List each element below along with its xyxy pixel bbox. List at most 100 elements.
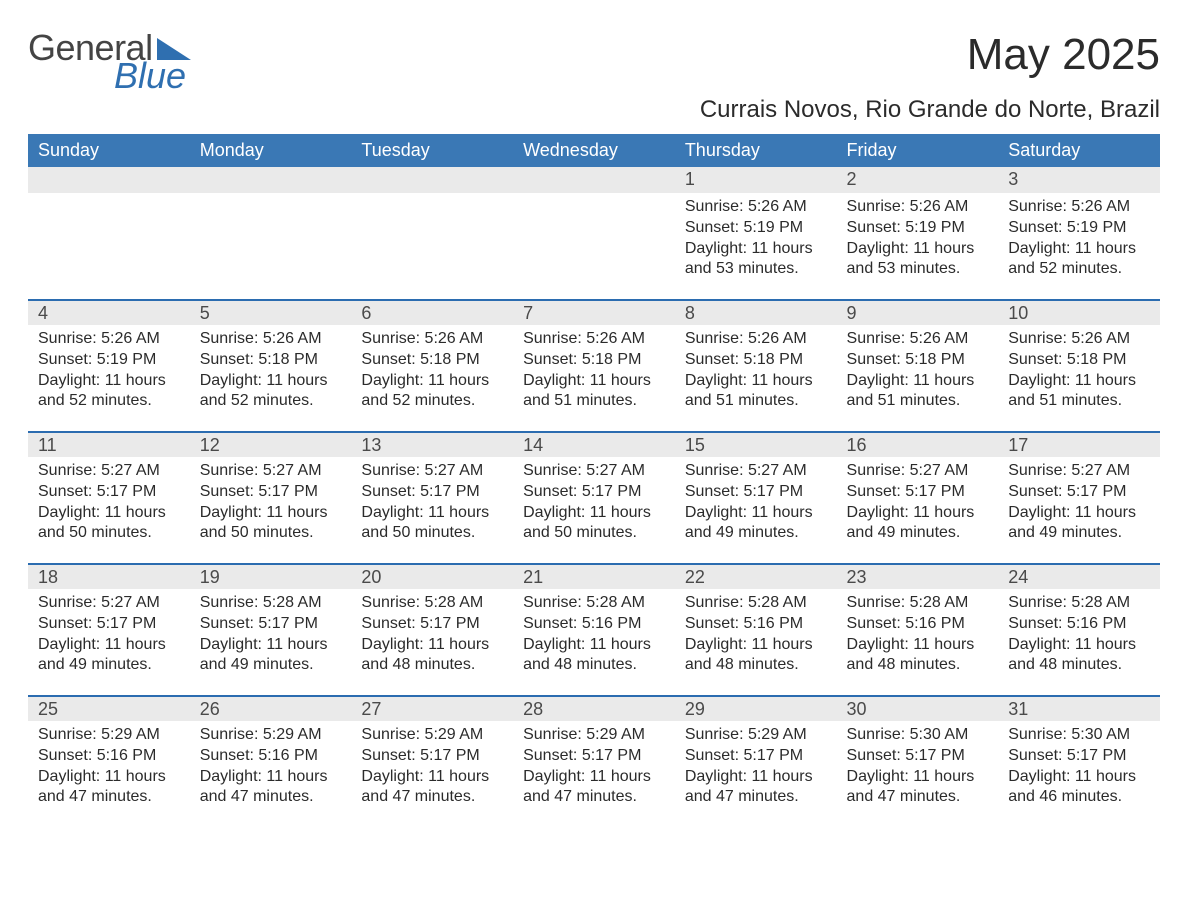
day-detail: Sunrise: 5:28 AMSunset: 5:17 PMDaylight:… [190, 589, 352, 685]
sunset-text: Sunset: 5:16 PM [1008, 614, 1152, 635]
day-detail: Sunrise: 5:26 AMSunset: 5:19 PMDaylight:… [998, 193, 1160, 289]
sunrise-text: Sunrise: 5:28 AM [685, 593, 829, 614]
sunrise-text: Sunrise: 5:29 AM [200, 725, 344, 746]
calendar-cell-detail: Sunrise: 5:26 AMSunset: 5:18 PMDaylight:… [675, 325, 837, 421]
daylight-text: Daylight: 11 hours and 47 minutes. [685, 767, 829, 809]
calendar-cell-detail: Sunrise: 5:26 AMSunset: 5:19 PMDaylight:… [28, 325, 190, 421]
calendar-cell-detail [351, 193, 513, 289]
calendar-cell-detail: Sunrise: 5:29 AMSunset: 5:17 PMDaylight:… [513, 721, 675, 817]
sunrise-text: Sunrise: 5:28 AM [523, 593, 667, 614]
day-number: 20 [351, 563, 513, 589]
daylight-text: Daylight: 11 hours and 52 minutes. [200, 371, 344, 413]
week-separator [28, 553, 1160, 563]
day-detail: Sunrise: 5:30 AMSunset: 5:17 PMDaylight:… [837, 721, 999, 817]
calendar-cell-daynum: 29 [675, 695, 837, 721]
sunrise-text: Sunrise: 5:27 AM [847, 461, 991, 482]
calendar-cell-daynum: 15 [675, 431, 837, 457]
calendar-cell-daynum: 28 [513, 695, 675, 721]
daylight-text: Daylight: 11 hours and 50 minutes. [523, 503, 667, 545]
calendar-cell-daynum: 20 [351, 563, 513, 589]
daylight-text: Daylight: 11 hours and 52 minutes. [1008, 239, 1152, 281]
calendar-cell-detail: Sunrise: 5:28 AMSunset: 5:17 PMDaylight:… [351, 589, 513, 685]
calendar-cell-daynum: 2 [837, 167, 999, 193]
day-number: 10 [998, 299, 1160, 325]
dow-header-wednesday: Wednesday [513, 134, 675, 167]
sunset-text: Sunset: 5:18 PM [1008, 350, 1152, 371]
calendar-cell-daynum: 4 [28, 299, 190, 325]
sunset-text: Sunset: 5:17 PM [38, 614, 182, 635]
day-detail: Sunrise: 5:27 AMSunset: 5:17 PMDaylight:… [190, 457, 352, 553]
calendar-cell-detail: Sunrise: 5:27 AMSunset: 5:17 PMDaylight:… [513, 457, 675, 553]
sunrise-text: Sunrise: 5:28 AM [361, 593, 505, 614]
sunrise-text: Sunrise: 5:28 AM [847, 593, 991, 614]
calendar-cell-detail: Sunrise: 5:26 AMSunset: 5:19 PMDaylight:… [675, 193, 837, 289]
day-number: 5 [190, 299, 352, 325]
calendar-cell-detail: Sunrise: 5:29 AMSunset: 5:16 PMDaylight:… [28, 721, 190, 817]
day-detail: Sunrise: 5:29 AMSunset: 5:17 PMDaylight:… [513, 721, 675, 817]
daylight-text: Daylight: 11 hours and 48 minutes. [523, 635, 667, 677]
daylight-text: Daylight: 11 hours and 53 minutes. [847, 239, 991, 281]
daylight-text: Daylight: 11 hours and 48 minutes. [685, 635, 829, 677]
month-title: May 2025 [700, 30, 1160, 80]
daylight-text: Daylight: 11 hours and 48 minutes. [847, 635, 991, 677]
daylight-text: Daylight: 11 hours and 50 minutes. [361, 503, 505, 545]
day-number: 6 [351, 299, 513, 325]
day-number: 17 [998, 431, 1160, 457]
calendar-cell-detail: Sunrise: 5:28 AMSunset: 5:16 PMDaylight:… [675, 589, 837, 685]
day-number: 2 [837, 167, 999, 193]
day-detail: Sunrise: 5:27 AMSunset: 5:17 PMDaylight:… [28, 589, 190, 685]
calendar-cell-daynum: 19 [190, 563, 352, 589]
day-number: 1 [675, 167, 837, 193]
calendar-cell-daynum: 16 [837, 431, 999, 457]
sunset-text: Sunset: 5:17 PM [685, 746, 829, 767]
day-detail: Sunrise: 5:26 AMSunset: 5:18 PMDaylight:… [675, 325, 837, 421]
dow-header-thursday: Thursday [675, 134, 837, 167]
calendar-cell-daynum: 6 [351, 299, 513, 325]
sunset-text: Sunset: 5:17 PM [200, 614, 344, 635]
day-number: 25 [28, 695, 190, 721]
sunset-text: Sunset: 5:17 PM [200, 482, 344, 503]
daylight-text: Daylight: 11 hours and 47 minutes. [38, 767, 182, 809]
calendar-cell-detail: Sunrise: 5:28 AMSunset: 5:16 PMDaylight:… [837, 589, 999, 685]
day-number: 23 [837, 563, 999, 589]
week-daynum-row: 18192021222324 [28, 563, 1160, 589]
day-detail: Sunrise: 5:27 AMSunset: 5:17 PMDaylight:… [837, 457, 999, 553]
header: General Blue May 2025 Currais Novos, Rio… [28, 30, 1160, 124]
calendar-cell-detail: Sunrise: 5:29 AMSunset: 5:17 PMDaylight:… [351, 721, 513, 817]
sunset-text: Sunset: 5:18 PM [523, 350, 667, 371]
sunset-text: Sunset: 5:17 PM [361, 482, 505, 503]
sunrise-text: Sunrise: 5:29 AM [685, 725, 829, 746]
day-detail: Sunrise: 5:27 AMSunset: 5:17 PMDaylight:… [513, 457, 675, 553]
daylight-text: Daylight: 11 hours and 48 minutes. [361, 635, 505, 677]
sunset-text: Sunset: 5:18 PM [685, 350, 829, 371]
sunset-text: Sunset: 5:16 PM [200, 746, 344, 767]
sunrise-text: Sunrise: 5:26 AM [200, 329, 344, 350]
sunset-text: Sunset: 5:17 PM [1008, 746, 1152, 767]
calendar-cell-daynum: 9 [837, 299, 999, 325]
calendar-cell-daynum: 18 [28, 563, 190, 589]
week-separator [28, 421, 1160, 431]
dow-header-saturday: Saturday [998, 134, 1160, 167]
sunrise-text: Sunrise: 5:28 AM [1008, 593, 1152, 614]
day-detail: Sunrise: 5:26 AMSunset: 5:19 PMDaylight:… [837, 193, 999, 289]
daylight-text: Daylight: 11 hours and 53 minutes. [685, 239, 829, 281]
day-detail: Sunrise: 5:26 AMSunset: 5:18 PMDaylight:… [837, 325, 999, 421]
sunrise-text: Sunrise: 5:26 AM [523, 329, 667, 350]
calendar-cell-detail [28, 193, 190, 289]
day-number: 26 [190, 695, 352, 721]
day-detail: Sunrise: 5:29 AMSunset: 5:16 PMDaylight:… [28, 721, 190, 817]
day-detail: Sunrise: 5:27 AMSunset: 5:17 PMDaylight:… [998, 457, 1160, 553]
sunrise-text: Sunrise: 5:28 AM [200, 593, 344, 614]
day-number: 11 [28, 431, 190, 457]
calendar-cell-daynum: 11 [28, 431, 190, 457]
calendar-cell-daynum: 31 [998, 695, 1160, 721]
daylight-text: Daylight: 11 hours and 49 minutes. [847, 503, 991, 545]
calendar-cell-detail: Sunrise: 5:26 AMSunset: 5:18 PMDaylight:… [998, 325, 1160, 421]
daylight-text: Daylight: 11 hours and 51 minutes. [1008, 371, 1152, 413]
sunset-text: Sunset: 5:17 PM [1008, 482, 1152, 503]
day-detail: Sunrise: 5:26 AMSunset: 5:18 PMDaylight:… [351, 325, 513, 421]
calendar-cell-detail: Sunrise: 5:26 AMSunset: 5:18 PMDaylight:… [513, 325, 675, 421]
day-number: 16 [837, 431, 999, 457]
day-detail [28, 193, 190, 289]
sunrise-text: Sunrise: 5:29 AM [361, 725, 505, 746]
